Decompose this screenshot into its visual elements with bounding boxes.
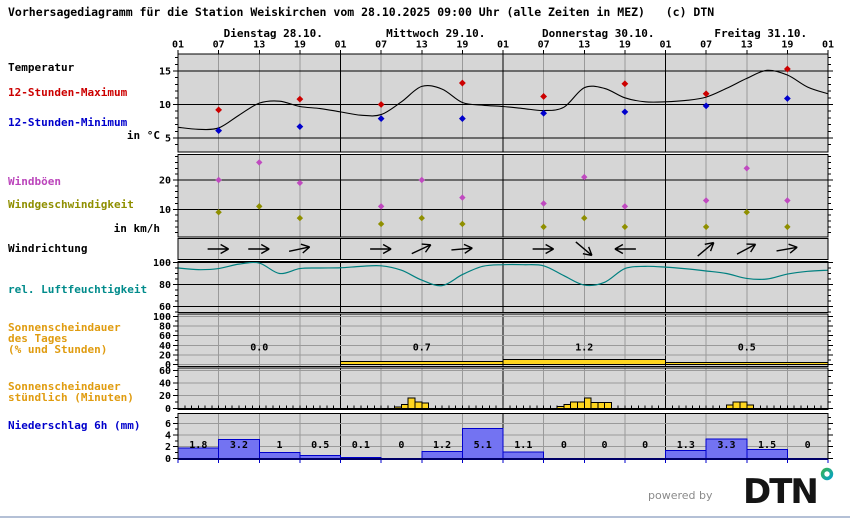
svg-text:01: 01 <box>172 40 184 51</box>
svg-text:4: 4 <box>165 430 171 441</box>
label-sunshine-day-2: des Tages <box>8 332 68 345</box>
svg-text:3.3: 3.3 <box>717 440 735 451</box>
dtn-logo-text: DTN <box>743 472 817 512</box>
svg-text:13: 13 <box>578 40 590 51</box>
svg-text:20: 20 <box>159 391 171 402</box>
svg-text:80: 80 <box>159 280 171 291</box>
label-sunshine-hourly-1: Sonnenscheindauer <box>8 380 121 393</box>
svg-text:13: 13 <box>416 40 428 51</box>
svg-text:1.1: 1.1 <box>514 440 532 451</box>
label-precipitation: Niederschlag 6h (mm) <box>8 419 141 432</box>
svg-text:40: 40 <box>159 341 171 352</box>
svg-text:1.2: 1.2 <box>433 440 451 451</box>
svg-text:01: 01 <box>822 40 834 51</box>
dtn-logo-dot-hole <box>824 471 830 477</box>
label-12h-minimum: 12-Stunden-Minimum <box>8 116 128 129</box>
label-sunshine-day-1: Sonnenscheindauer <box>8 321 121 334</box>
svg-text:0: 0 <box>165 360 171 371</box>
bottom-divider <box>0 516 850 518</box>
svg-text:60: 60 <box>159 302 171 313</box>
page-title: Vorhersagediagramm für die Station Weisk… <box>8 5 715 19</box>
svg-text:20: 20 <box>159 351 171 362</box>
svg-text:Mittwoch 29.10.: Mittwoch 29.10. <box>386 27 485 40</box>
label-12h-maximum: 12-Stunden-Maximum <box>8 86 128 99</box>
dtn-logo: DTN <box>743 467 834 512</box>
svg-text:100: 100 <box>153 312 171 323</box>
label-wind-speed: Windgeschwindigkeit <box>8 198 134 211</box>
wind-direction-arrows <box>207 241 798 257</box>
svg-text:0: 0 <box>642 440 648 451</box>
svg-text:100: 100 <box>153 258 171 269</box>
svg-text:60: 60 <box>159 331 171 342</box>
label-wind-direction: Windrichtung <box>8 242 88 255</box>
label-sunshine-hourly-2: stündlich (Minuten) <box>8 391 134 404</box>
powered-by-text: powered by <box>648 489 713 502</box>
label-wind-unit: in km/h <box>113 222 160 235</box>
svg-text:1.3: 1.3 <box>677 440 695 451</box>
label-temp-unit: in °C <box>126 129 160 142</box>
svg-text:1.8: 1.8 <box>189 440 207 451</box>
svg-text:0.0: 0.0 <box>250 343 268 354</box>
svg-text:19: 19 <box>456 40 468 51</box>
wind-series <box>215 159 791 231</box>
label-sunshine-day-3: (% und Stunden) <box>8 343 108 356</box>
svg-text:20: 20 <box>159 176 171 187</box>
svg-text:60: 60 <box>159 366 171 377</box>
svg-text:0.1: 0.1 <box>352 440 370 451</box>
svg-text:0.5: 0.5 <box>311 440 329 451</box>
svg-text:01: 01 <box>497 40 509 51</box>
svg-text:19: 19 <box>294 40 306 51</box>
label-wind-gusts: Windböen <box>8 175 61 188</box>
svg-text:0.7: 0.7 <box>413 343 431 354</box>
svg-text:80: 80 <box>159 322 171 333</box>
svg-text:Freitag 31.10.: Freitag 31.10. <box>714 27 807 40</box>
svg-text:07: 07 <box>375 40 387 51</box>
svg-text:0: 0 <box>165 404 171 415</box>
svg-text:07: 07 <box>213 40 225 51</box>
svg-text:10: 10 <box>159 205 171 216</box>
svg-text:0: 0 <box>165 454 171 465</box>
humidity-series <box>177 261 829 287</box>
svg-text:07: 07 <box>700 40 712 51</box>
svg-text:19: 19 <box>619 40 631 51</box>
svg-text:15: 15 <box>159 67 171 78</box>
panel-borders <box>177 53 829 460</box>
label-humidity: rel. Luftfeuchtigkeit <box>8 283 148 296</box>
svg-text:2: 2 <box>165 442 171 453</box>
svg-text:0.5: 0.5 <box>738 343 756 354</box>
svg-text:40: 40 <box>159 378 171 389</box>
label-temperature: Temperatur <box>8 61 75 74</box>
svg-text:0: 0 <box>805 440 811 451</box>
svg-text:01: 01 <box>334 40 346 51</box>
svg-text:5.1: 5.1 <box>474 440 492 451</box>
svg-text:0: 0 <box>398 440 404 451</box>
svg-text:6: 6 <box>165 419 171 430</box>
svg-text:1.5: 1.5 <box>758 440 776 451</box>
axis-labels: 1510520101008060100806040200604020064200… <box>153 27 834 465</box>
svg-text:01: 01 <box>659 40 671 51</box>
svg-text:10: 10 <box>159 100 171 111</box>
svg-text:19: 19 <box>781 40 793 51</box>
svg-text:Donnerstag 30.10.: Donnerstag 30.10. <box>542 27 655 40</box>
svg-text:1.2: 1.2 <box>575 343 593 354</box>
svg-text:5: 5 <box>165 134 171 145</box>
svg-text:07: 07 <box>538 40 550 51</box>
svg-text:13: 13 <box>253 40 265 51</box>
sunshine-hourly-bars <box>177 397 829 409</box>
svg-text:0: 0 <box>602 440 608 451</box>
temperature-series <box>177 65 829 135</box>
svg-text:0: 0 <box>561 440 567 451</box>
svg-text:3.2: 3.2 <box>230 440 248 451</box>
svg-text:13: 13 <box>741 40 753 51</box>
svg-text:Dienstag 28.10.: Dienstag 28.10. <box>224 27 323 40</box>
svg-text:1: 1 <box>277 440 283 451</box>
